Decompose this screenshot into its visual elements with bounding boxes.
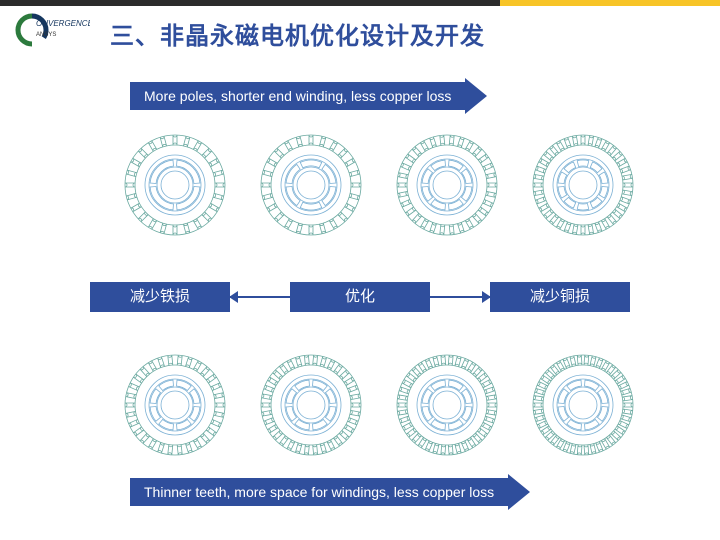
bottom-arrow-label: Thinner teeth, more space for windings, … xyxy=(130,478,508,506)
bottom-arrow-band: Thinner teeth, more space for windings, … xyxy=(130,478,530,506)
optimization-row: 减少铁损 优化 减少铜损 xyxy=(90,282,630,312)
motor-cross-section xyxy=(528,350,638,460)
top-accent-bar xyxy=(0,0,720,6)
motor-cross-section xyxy=(528,130,638,240)
motor-row-top xyxy=(120,130,638,240)
motor-cross-section xyxy=(256,350,366,460)
top-arrow-band: More poles, shorter end winding, less co… xyxy=(130,82,487,110)
logo-text-bottom: ANSYS xyxy=(36,32,56,38)
top-arrow-label: More poles, shorter end winding, less co… xyxy=(130,82,465,110)
motor-cross-section xyxy=(120,130,230,240)
box-optimize: 优化 xyxy=(290,282,430,312)
motor-cross-section xyxy=(256,130,366,240)
convergence-logo: ONVERGENCE ANSYS xyxy=(10,10,90,50)
logo-text-top: ONVERGENCE xyxy=(36,19,90,28)
motor-row-bottom xyxy=(120,350,638,460)
arrow-head-icon xyxy=(465,78,487,114)
motor-cross-section xyxy=(120,350,230,460)
box-iron-loss: 减少铁损 xyxy=(90,282,230,312)
arrow-left-icon xyxy=(230,296,290,298)
slide-title: 三、非晶永磁电机优化设计及开发 xyxy=(110,16,485,51)
arrow-right-icon xyxy=(430,296,490,298)
motor-cross-section xyxy=(392,130,502,240)
box-copper-loss: 减少铜损 xyxy=(490,282,630,312)
arrow-head-icon xyxy=(508,474,530,510)
motor-cross-section xyxy=(392,350,502,460)
